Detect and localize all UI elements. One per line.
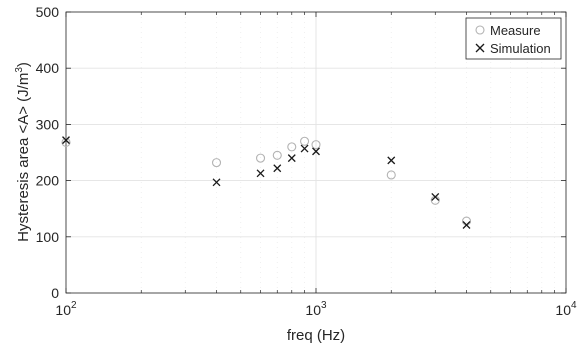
legend-measure-marker — [475, 25, 485, 35]
minor-grid — [140, 12, 555, 293]
legend-simulation-label: Simulation — [490, 41, 551, 56]
simulation-point — [212, 178, 221, 187]
measure-point — [61, 137, 71, 147]
simulation-point — [256, 169, 265, 178]
x-axis-label: freq (Hz) — [287, 327, 345, 344]
measure-point — [311, 140, 321, 150]
legend: Measure Simulation — [465, 17, 562, 60]
data-marks — [61, 136, 472, 229]
y-tick-label: 400 — [36, 60, 60, 76]
y-tick-label: 100 — [36, 229, 60, 245]
simulation-point — [431, 192, 440, 201]
simulation-point — [462, 221, 471, 229]
y-axis-label-sup: 3 — [14, 67, 25, 73]
y-axis-label: Hysteresis area <A> (J/m3) — [14, 62, 32, 242]
simulation-point — [312, 147, 320, 156]
simulation-point — [287, 154, 296, 163]
legend-measure-label: Measure — [490, 23, 541, 38]
y-axis-label-close: ) — [15, 62, 32, 67]
x-tick-label: 104 — [555, 300, 577, 318]
measure-point — [272, 150, 282, 160]
measure-point — [300, 136, 310, 146]
y-axis-ticks: 0 100 200 300 400 500 — [36, 4, 566, 301]
legend-simulation-marker — [475, 43, 485, 53]
y-tick-label: 500 — [36, 4, 60, 20]
measure-point — [386, 170, 396, 180]
simulation-point — [273, 164, 282, 173]
y-axis-label-main: Hysteresis area <A> (J/m — [15, 73, 32, 242]
measure-point — [255, 153, 266, 163]
x-tick-label: 102 — [55, 300, 77, 318]
y-tick-label: 0 — [51, 285, 59, 301]
x-tick-label: 103 — [305, 300, 327, 318]
x-axis-ticks: 102 103 104 — [55, 12, 577, 318]
simulation-point — [300, 144, 309, 153]
measure-point — [211, 158, 222, 168]
simulation-point — [62, 136, 70, 145]
measure-point — [287, 142, 297, 152]
simulation-point — [387, 156, 396, 165]
y-tick-label: 200 — [36, 173, 60, 189]
legend-box — [465, 17, 562, 60]
y-tick-label: 300 — [36, 116, 60, 132]
